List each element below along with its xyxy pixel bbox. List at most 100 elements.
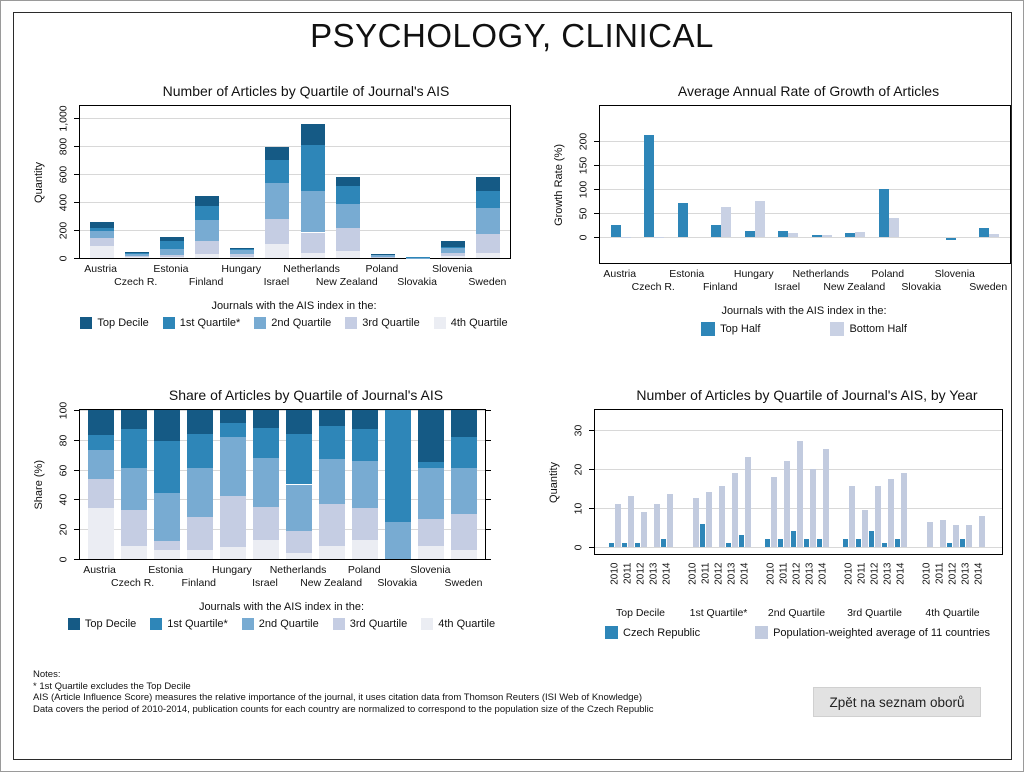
- bar-segment: [252, 506, 279, 540]
- bar-average: [667, 494, 673, 547]
- y-tick-label: 50: [577, 207, 590, 220]
- y-tick: [486, 559, 491, 560]
- legend-swatch: [162, 317, 175, 329]
- y-tick-label: 200: [577, 132, 590, 151]
- y-tick: [74, 529, 79, 531]
- bar-segment: [219, 547, 246, 559]
- bar-czech: [700, 523, 705, 547]
- bar-czech: [661, 539, 666, 547]
- x-axis-labels: Austria Czech R. Estonia Finland Hungary Isra…: [79, 564, 484, 594]
- bar-segment: [219, 436, 246, 497]
- legend-swatch: [254, 317, 267, 329]
- legend-item: 2nd Quartile: [241, 618, 319, 630]
- bar-segment: [370, 257, 395, 258]
- y-tick: [589, 429, 594, 431]
- bar-segment: [87, 450, 114, 479]
- panel-articles-by-quartile: Number of Articles by Quartile of Journa…: [33, 83, 533, 329]
- bar-average: [654, 503, 660, 547]
- bar-average: [862, 509, 868, 547]
- year-label: 2010: [687, 562, 698, 585]
- legend-swatch: [830, 322, 845, 336]
- notes-line: Notes:: [33, 669, 61, 680]
- bar-segment: [153, 441, 180, 494]
- bar-average: [823, 449, 829, 547]
- bar-segment: [252, 539, 279, 559]
- legend-item: 2nd Quartile: [254, 317, 331, 329]
- legend-item: Population-weighted average of 11 countr…: [755, 626, 990, 639]
- bar-segment: [186, 517, 213, 551]
- bar-segment: [319, 459, 346, 504]
- bar-top-half: [778, 230, 789, 237]
- legend-caption: Journals with the AIS index in the:: [211, 300, 377, 312]
- bar-czech: [960, 539, 965, 547]
- country-label: Poland: [871, 268, 905, 280]
- bar-czech: [817, 539, 822, 547]
- country-label: Sweden: [444, 577, 483, 589]
- panel-articles-by-year: Number of Articles by Quartile of Journa…: [548, 387, 1020, 639]
- bar-segment: [451, 550, 478, 559]
- bar-segment: [300, 232, 325, 253]
- bar-segment: [265, 147, 290, 161]
- chart-title: Number of Articles by Quartile of Journa…: [636, 387, 978, 403]
- year-label: 2013: [804, 562, 815, 585]
- y-tick-label: 0: [572, 544, 585, 551]
- bar-segment: [89, 221, 114, 228]
- bar-segment: [370, 255, 395, 257]
- gridline: [80, 117, 510, 119]
- legend-label: 4th Quartile: [450, 317, 508, 329]
- bar-average: [849, 486, 855, 547]
- y-tick: [74, 559, 79, 560]
- bar-segment: [159, 248, 184, 256]
- bar-segment: [451, 468, 478, 515]
- gridline: [80, 469, 485, 471]
- bar-average: [953, 525, 959, 547]
- bar-segment: [335, 228, 360, 251]
- bar-bottom-half: [754, 201, 765, 237]
- bar-segment: [124, 253, 149, 255]
- legend-swatch: [605, 626, 619, 639]
- bar-segment: [265, 182, 290, 220]
- bar-segment: [89, 245, 114, 258]
- bar-segment: [186, 468, 213, 518]
- country-label: Czech R.: [631, 281, 675, 293]
- bar-segment: [300, 145, 325, 191]
- legend-item: Bottom Half: [830, 322, 907, 336]
- y-tick-label: 600: [57, 165, 70, 184]
- y-tick-label: 800: [57, 137, 70, 156]
- country-label: Estonia: [148, 564, 184, 576]
- bar-segment: [159, 236, 184, 242]
- bar-segment: [335, 250, 360, 258]
- y-tick: [594, 165, 599, 167]
- bar-segment: [370, 253, 395, 255]
- bar-segment: [335, 185, 360, 204]
- chart-title: Average Annual Rate of Growth of Article…: [677, 83, 940, 99]
- year-label: 2013: [648, 562, 659, 585]
- back-button[interactable]: Zpět na seznam oborů: [813, 687, 981, 717]
- chart-area: Share (%) 0 20 40 60 80 100 Austria Czech R. Esto…: [33, 402, 533, 630]
- bar-segment: [265, 160, 290, 183]
- bar-czech: [622, 543, 627, 547]
- bar-czech: [765, 539, 770, 547]
- legend-item: 4th Quartile: [433, 317, 508, 329]
- bar-segment: [265, 219, 290, 244]
- legend-label: 2nd Quartile: [258, 618, 319, 630]
- bar-segment: [153, 541, 180, 551]
- bar-segment: [159, 241, 184, 249]
- bar-top-half: [610, 225, 621, 237]
- bar-segment: [418, 545, 445, 559]
- bar-segment: [441, 253, 466, 257]
- country-label: Finland: [703, 281, 738, 293]
- bar-top-half: [744, 230, 755, 237]
- chart-title: Number of Articles by Quartile of Journa…: [162, 83, 450, 99]
- bar-top-half: [811, 235, 822, 237]
- bar-segment: [230, 249, 255, 250]
- bar-segment: [153, 550, 180, 559]
- y-axis-label: Growth Rate (%): [553, 143, 565, 226]
- bar-average: [615, 503, 621, 547]
- legend-caption: Journals with the AIS index in the:: [721, 305, 887, 317]
- legend-swatch: [67, 618, 80, 630]
- bar-segment: [120, 509, 147, 546]
- gridline: [80, 173, 510, 175]
- bar-segment: [300, 190, 325, 233]
